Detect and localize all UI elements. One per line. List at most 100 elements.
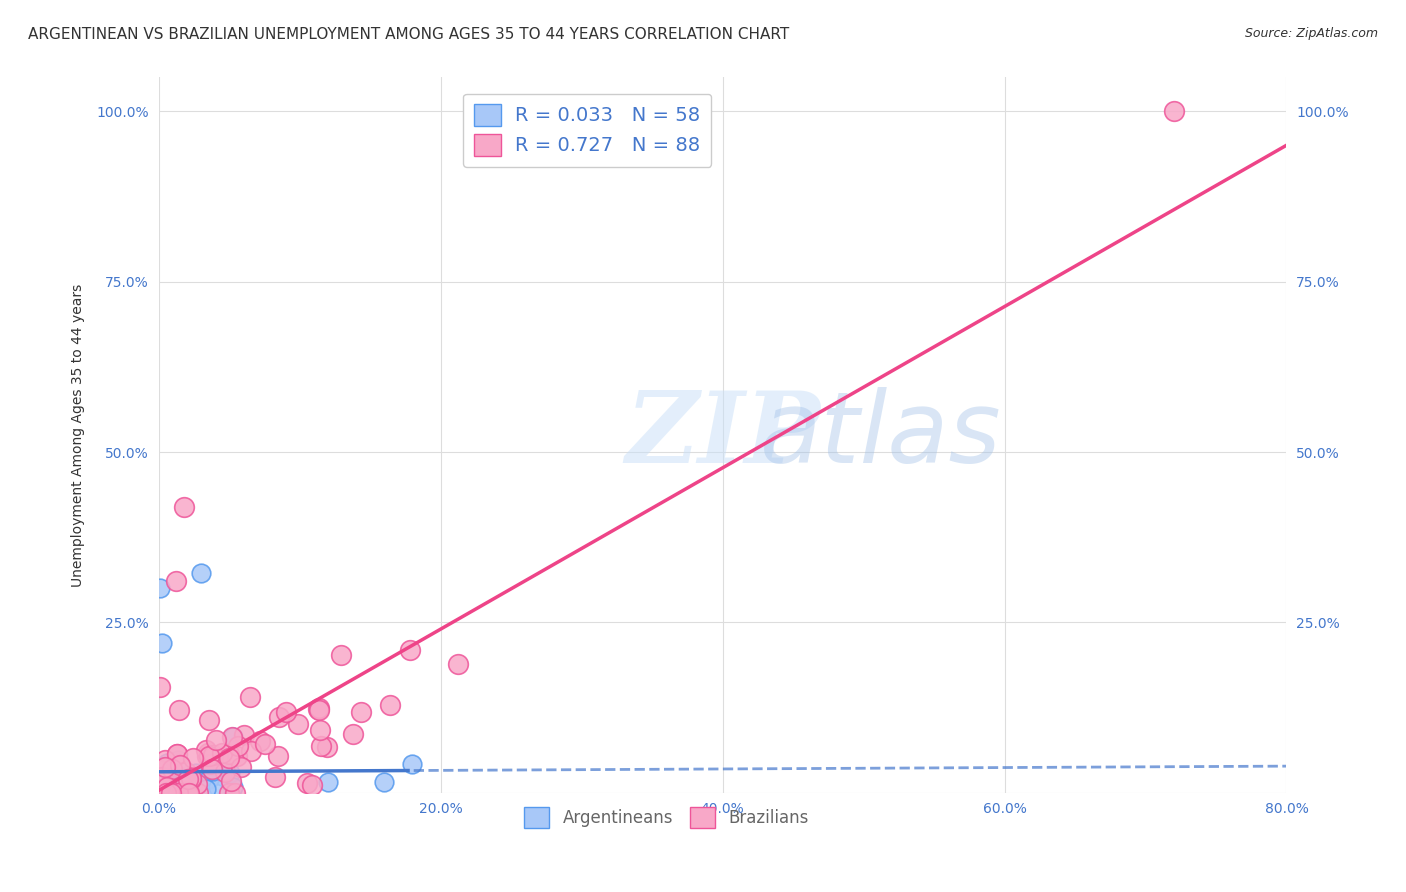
Point	[200, 756, 222, 771]
Point	[167, 780, 190, 794]
Point	[254, 737, 277, 751]
Point	[166, 747, 188, 762]
Text: ZIP: ZIP	[626, 387, 820, 483]
Point	[150, 771, 173, 785]
Point	[180, 784, 202, 798]
Point	[378, 698, 401, 712]
Point	[167, 758, 190, 772]
Point	[152, 764, 174, 779]
Point	[274, 705, 297, 719]
Point	[155, 784, 177, 798]
Point	[401, 756, 423, 771]
Point	[301, 778, 323, 792]
Point	[1163, 104, 1185, 119]
Point	[202, 750, 225, 764]
Text: atlas: atlas	[759, 386, 1001, 483]
Point	[156, 786, 179, 800]
Point	[219, 766, 242, 780]
Point	[152, 768, 174, 782]
Point	[173, 765, 195, 780]
Point	[160, 786, 183, 800]
Point	[221, 780, 243, 795]
Point	[149, 581, 172, 595]
Point	[197, 746, 219, 760]
Point	[198, 713, 221, 727]
Point	[309, 723, 332, 737]
Point	[150, 785, 173, 799]
Point	[155, 756, 177, 771]
Point	[160, 780, 183, 795]
Point	[221, 730, 243, 744]
Point	[156, 761, 179, 775]
Point	[155, 767, 177, 781]
Point	[218, 786, 240, 800]
Point	[155, 786, 177, 800]
Point	[342, 727, 364, 741]
Point	[172, 776, 194, 790]
Point	[198, 772, 221, 786]
Point	[308, 702, 330, 716]
Point	[166, 747, 188, 761]
Point	[152, 782, 174, 797]
Point	[150, 772, 173, 786]
Point	[167, 786, 190, 800]
Point	[167, 786, 190, 800]
Point	[159, 767, 181, 781]
Point	[287, 717, 309, 731]
Point	[316, 774, 339, 789]
Point	[183, 774, 205, 789]
Point	[263, 771, 285, 785]
Text: Source: ZipAtlas.com: Source: ZipAtlas.com	[1244, 27, 1378, 40]
Point	[155, 761, 177, 775]
Point	[204, 732, 226, 747]
Point	[162, 784, 184, 798]
Point	[373, 775, 395, 789]
Point	[149, 773, 172, 788]
Y-axis label: Unemployment Among Ages 35 to 44 years: Unemployment Among Ages 35 to 44 years	[72, 284, 86, 587]
Point	[447, 657, 470, 671]
Point	[214, 764, 236, 779]
Point	[148, 785, 170, 799]
Point	[163, 780, 186, 795]
Point	[195, 743, 218, 757]
Point	[162, 786, 184, 800]
Point	[207, 780, 229, 794]
Point	[174, 786, 197, 800]
Point	[181, 751, 204, 765]
Point	[166, 769, 188, 783]
Point	[399, 642, 422, 657]
Point	[226, 748, 249, 763]
Point	[211, 768, 233, 782]
Point	[218, 750, 240, 764]
Point	[173, 786, 195, 800]
Point	[167, 703, 190, 717]
Point	[159, 786, 181, 800]
Point	[149, 773, 172, 788]
Point	[172, 786, 194, 800]
Point	[155, 771, 177, 785]
Point	[160, 763, 183, 777]
Point	[179, 784, 201, 798]
Point	[187, 786, 209, 800]
Point	[156, 780, 179, 794]
Point	[219, 773, 242, 788]
Point	[152, 771, 174, 785]
Point	[167, 783, 190, 797]
Point	[167, 753, 190, 767]
Point	[177, 786, 200, 800]
Point	[153, 760, 176, 774]
Point	[167, 786, 190, 800]
Point	[159, 780, 181, 795]
Point	[155, 753, 177, 767]
Point	[198, 749, 221, 764]
Point	[170, 776, 193, 790]
Point	[201, 764, 224, 778]
Point	[186, 766, 208, 780]
Point	[177, 786, 200, 800]
Point	[152, 778, 174, 792]
Point	[231, 760, 253, 774]
Point	[316, 739, 339, 754]
Point	[169, 758, 191, 772]
Point	[170, 778, 193, 792]
Point	[177, 786, 200, 800]
